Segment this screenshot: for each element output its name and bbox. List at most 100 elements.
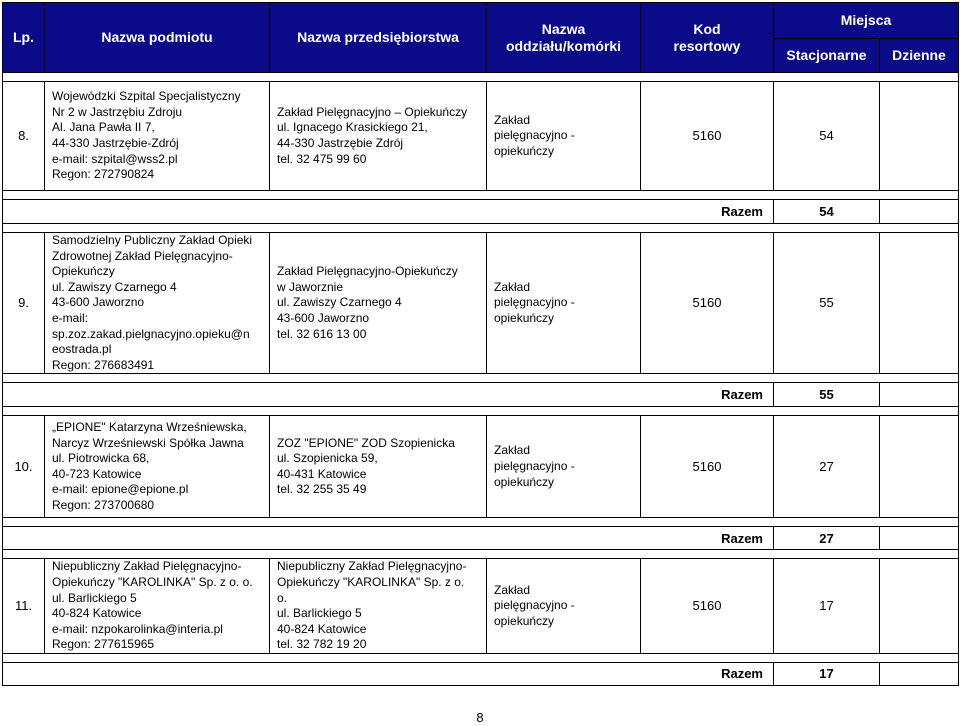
spacer-row	[2, 373, 959, 384]
table-row: 8. Wojewódzki Szpital Specjalistyczny Nr…	[2, 81, 959, 191]
row-podmiot: Wojewódzki Szpital Specjalistyczny Nr 2 …	[44, 81, 270, 191]
oddzial-line: opiekuńczy	[494, 143, 555, 158]
podmiot-line: ul. Piotrowicka 68,	[52, 451, 150, 466]
przedsiebiorstwo-line: ul. Zawiszy Czarnego 4	[277, 295, 402, 310]
razem-label: Razem	[2, 526, 774, 551]
razem-empty	[879, 661, 959, 686]
podmiot-line: Nr 2 w Jastrzębiu Zdroju	[52, 104, 183, 119]
row-kod: 5160	[640, 231, 774, 375]
oddzial-line: Zakład	[494, 443, 531, 458]
przedsiebiorstwo-line: ul. Ignacego Krasickiego 21,	[277, 120, 428, 135]
row-lp: 9.	[2, 231, 45, 375]
podmiot-line: ul. Barlickiego 5	[52, 590, 137, 605]
podmiot-line: Wojewódzki Szpital Specjalistyczny	[52, 89, 241, 104]
row-stacjonarne: 17	[773, 558, 880, 654]
przedsiebiorstwo-line: Niepubliczny Zakład Pielęgnacyjno-	[277, 559, 467, 574]
row-lp: 10.	[2, 415, 45, 519]
podmiot-line: Narcyz Wrześniewski Spółka Jawna	[52, 435, 244, 450]
table-row: 10. „EPIONE" Katarzyna Wrześniewska, Nar…	[2, 415, 959, 519]
przedsiebiorstwo-line: 43-600 Jaworzno	[277, 310, 370, 325]
razem-empty	[879, 199, 959, 224]
podmiot-line: Opiekuńczy	[52, 264, 115, 279]
table-row: 9. Samodzielny Publiczny Zakład Opieki Z…	[2, 231, 959, 375]
spacer-row	[2, 223, 959, 233]
row-lp: 8.	[2, 81, 45, 191]
header-podmiot: Nazwa podmiotu	[44, 2, 270, 73]
podmiot-line: 43-600 Jaworzno	[52, 295, 145, 310]
row-kod: 5160	[640, 81, 774, 191]
register-table: Lp. Nazwa podmiotu Nazwa przedsiębiorstw…	[2, 2, 959, 686]
podmiot-line: Regon: 276683491	[52, 357, 155, 372]
row-podmiot: Samodzielny Publiczny Zakład Opieki Zdro…	[44, 231, 270, 375]
row-podmiot: Niepubliczny Zakład Pielęgnacyjno- Opiek…	[44, 558, 270, 654]
row-dzienne	[879, 415, 959, 519]
header-lp: Lp.	[2, 2, 45, 73]
oddzial-line: Zakład	[494, 279, 531, 294]
row-dzienne	[879, 231, 959, 375]
spacer-row	[2, 72, 959, 82]
row-kod: 5160	[640, 558, 774, 654]
podmiot-line: 44-330 Jastrzębie-Zdrój	[52, 136, 179, 150]
header-stacjonarne: Stacjonarne	[773, 38, 880, 73]
row-kod: 5160	[640, 415, 774, 519]
oddzial-line: opiekuńczy	[494, 613, 555, 628]
row-stacjonarne: 27	[773, 415, 880, 519]
podmiot-line: 40-723 Katowice	[52, 466, 142, 481]
row-podmiot: „EPIONE" Katarzyna Wrześniewska, Narcyz …	[44, 415, 270, 519]
razem-label: Razem	[2, 382, 774, 408]
podmiot-line: Al. Jana Pawła II 7,	[52, 120, 155, 135]
oddzial-line: pielęgnacyjno -	[494, 598, 575, 613]
podmiot-line: e-mail: szpital@wss2.pl	[52, 151, 178, 166]
razem-empty	[879, 382, 959, 408]
podmiot-line: sp.zoz.zakad.pielgnacyjno.opieku@n	[52, 326, 250, 341]
przedsiebiorstwo-line: tel. 32 255 35 49	[277, 482, 367, 497]
row-lp: 11.	[2, 558, 45, 654]
oddzial-line: opiekuńczy	[494, 310, 555, 325]
header-oddzial-line: Nazwa	[541, 20, 586, 37]
podmiot-line: e-mail: nzpokarolinka@interia.pl	[52, 621, 223, 636]
header-miejsca: Miejsca	[773, 2, 959, 39]
podmiot-line: Regon: 272790824	[52, 167, 155, 182]
page-number: 8	[476, 710, 484, 725]
spacer-row	[2, 190, 959, 200]
header-oddzial: Nazwa oddziału/komórki	[486, 2, 641, 73]
podmiot-line: Samodzielny Publiczny Zakład Opieki	[52, 233, 253, 247]
spacer-row	[2, 406, 959, 417]
przedsiebiorstwo-line: tel. 32 782 19 20	[277, 637, 367, 652]
oddzial-line: Zakład	[494, 582, 531, 597]
razem-value: 54	[773, 199, 880, 224]
razem-label: Razem	[2, 661, 774, 686]
row-oddzial: Zakład pielęgnacyjno - opiekuńczy	[486, 415, 641, 519]
spacer-row	[2, 517, 959, 528]
przedsiebiorstwo-line: 40-431 Katowice	[277, 466, 367, 481]
podmiot-line: Opiekuńczy "KAROLINKA" Sp. z o. o.	[52, 574, 253, 589]
row-stacjonarne: 54	[773, 81, 880, 191]
podmiot-line: eostrada.pl	[52, 342, 112, 357]
header-kod-line: Kod	[693, 20, 721, 37]
oddzial-line: Zakład	[494, 112, 531, 127]
oddzial-line: opiekuńczy	[494, 474, 555, 489]
przedsiebiorstwo-line: ZOZ "EPIONE" ZOD Szopienicka	[277, 435, 455, 450]
row-oddzial: Zakład pielęgnacyjno - opiekuńczy	[486, 81, 641, 191]
oddzial-line: pielęgnacyjno -	[494, 459, 575, 474]
razem-label: Razem	[2, 199, 774, 224]
podmiot-line: Regon: 277615965	[52, 637, 155, 652]
razem-value: 17	[773, 661, 880, 686]
header-oddzial-line: oddziału/komórki	[505, 37, 622, 54]
razem-value: 27	[773, 526, 880, 551]
summary-row: Razem 54	[2, 199, 959, 224]
przedsiebiorstwo-line: tel. 32 475 99 60	[277, 151, 367, 166]
podmiot-line: Niepubliczny Zakład Pielęgnacyjno-	[52, 559, 242, 574]
row-oddzial: Zakład pielęgnacyjno - opiekuńczy	[486, 231, 641, 375]
oddzial-line: pielęgnacyjno -	[494, 128, 575, 143]
row-oddzial: Zakład pielęgnacyjno - opiekuńczy	[486, 558, 641, 654]
podmiot-line: e-mail: epione@epione.pl	[52, 482, 189, 497]
header-kod-line: resortowy	[673, 37, 741, 54]
table-row: 11. Niepubliczny Zakład Pielęgnacyjno- O…	[2, 558, 959, 654]
podmiot-line: ul. Zawiszy Czarnego 4	[52, 279, 177, 294]
row-dzienne	[879, 558, 959, 654]
row-przedsiebiorstwo: ZOZ "EPIONE" ZOD Szopienicka ul. Szopien…	[269, 415, 487, 519]
podmiot-line: Zdrowotnej Zakład Pielęgnacyjno-	[52, 248, 233, 263]
spacer-row	[2, 652, 959, 663]
row-stacjonarne: 55	[773, 231, 880, 375]
